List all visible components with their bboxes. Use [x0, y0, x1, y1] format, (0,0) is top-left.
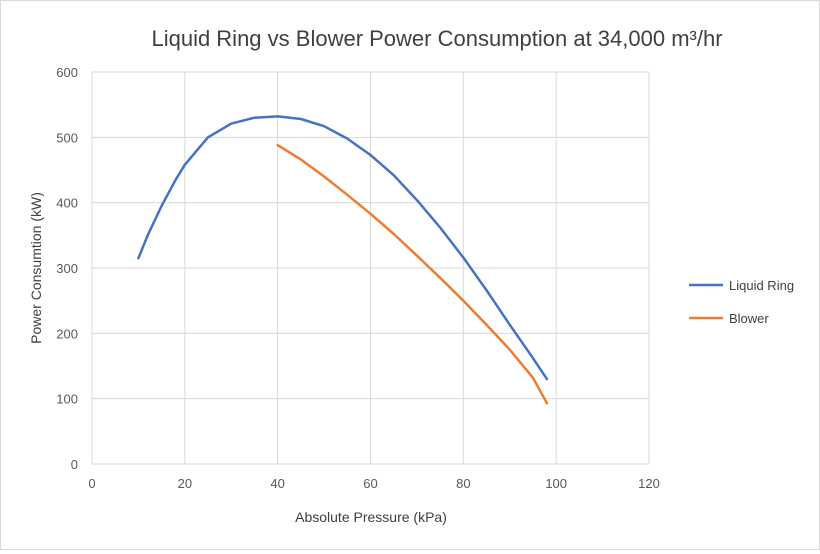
- series-layer: [137, 115, 549, 405]
- series-line-liquid-ring: [137, 115, 549, 381]
- series-line-blower: [276, 143, 549, 405]
- x-tick-label: 40: [270, 476, 284, 491]
- x-tick-label: 20: [178, 476, 192, 491]
- y-tick-label: 500: [56, 130, 78, 145]
- x-tick-label: 100: [545, 476, 567, 491]
- y-tick-label: 0: [71, 457, 78, 472]
- y-tick-label: 200: [56, 326, 78, 341]
- x-tick-label: 60: [363, 476, 377, 491]
- x-tick-label: 120: [638, 476, 660, 491]
- x-tick-label: 80: [456, 476, 470, 491]
- y-tick-label: 300: [56, 261, 78, 276]
- grid-layer: [91, 71, 650, 465]
- x-axis-title: Absolute Pressure (kPa): [295, 509, 447, 525]
- x-tick-label: 0: [88, 476, 95, 491]
- legend-label: Liquid Ring: [729, 278, 794, 293]
- legend-label: Blower: [729, 311, 769, 326]
- y-tick-label: 100: [56, 392, 78, 407]
- chart-title: Liquid Ring vs Blower Power Consumption …: [151, 26, 722, 51]
- y-tick-label: 400: [56, 196, 78, 211]
- y-axis-title: Power Consumtion (kW): [28, 192, 44, 344]
- y-tick-label: 600: [56, 65, 78, 80]
- legend: Liquid Ring Blower: [689, 278, 794, 326]
- axis-layer: 0 20 40 60 80 100 120 0 100 200 300 400 500 600: [56, 65, 660, 491]
